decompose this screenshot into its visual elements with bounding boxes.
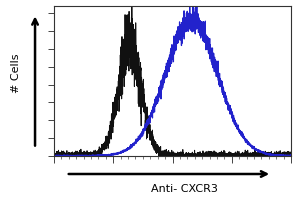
Text: # Cells: # Cells [11, 54, 21, 93]
Text: Anti- CXCR3: Anti- CXCR3 [151, 184, 218, 194]
